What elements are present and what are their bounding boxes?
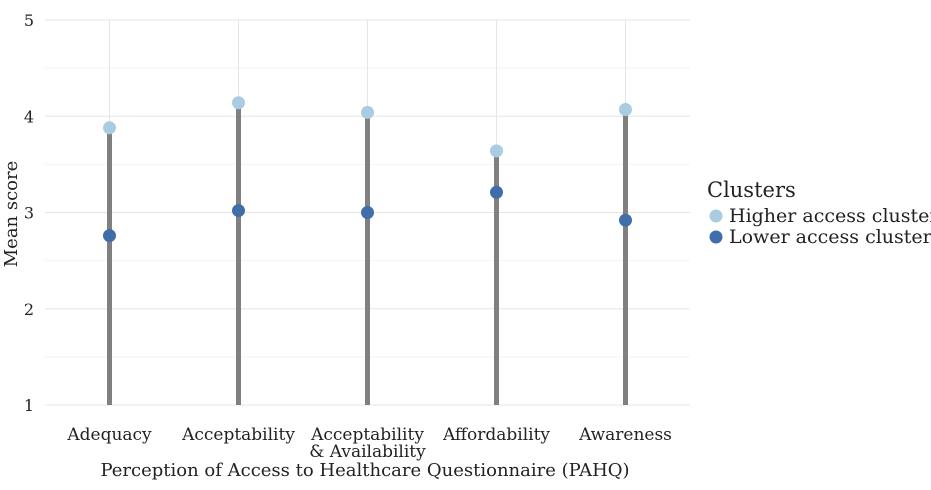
point-higher-access-cluster (619, 103, 632, 116)
point-higher-access-cluster (490, 144, 503, 157)
x-tick-label-line: Awareness (578, 425, 672, 445)
legend-title: Clusters (707, 178, 796, 202)
x-tick-label-line: Affordability (442, 425, 550, 445)
x-tick-label-line: Acceptability (181, 425, 295, 445)
x-tick-label-line: & Availability (309, 442, 426, 462)
y-tick-label: 2 (24, 300, 34, 319)
point-lower-access-cluster (232, 204, 245, 217)
point-lower-access-cluster (103, 229, 116, 242)
y-axis: 1 2 3 4 5 (24, 11, 34, 415)
point-lower-access-cluster (361, 206, 374, 219)
point-higher-access-cluster (103, 121, 116, 134)
x-tick-label: Awareness (578, 425, 672, 445)
y-tick-label: 1 (24, 396, 34, 415)
point-lower-access-cluster (490, 186, 503, 199)
point-higher-access-cluster (361, 106, 374, 119)
y-tick-label: 3 (24, 204, 34, 223)
y-tick-label: 5 (24, 11, 34, 30)
point-lower-access-cluster (619, 214, 632, 227)
y-axis-title: Mean score (1, 161, 22, 268)
x-tick-label: Acceptability& Availability (309, 425, 426, 462)
legend-label: Lower access cluster (729, 226, 931, 248)
legend-label: Higher access cluster (729, 205, 931, 227)
x-tick-label-line: Adequacy (66, 425, 152, 445)
x-axis-title: Perception of Access to Healthcare Quest… (100, 460, 629, 481)
y-tick-label: 4 (24, 107, 34, 126)
legend-key (710, 231, 723, 244)
point-higher-access-cluster (232, 96, 245, 109)
legend-key (710, 210, 723, 223)
x-tick-label: Affordability (442, 425, 550, 445)
x-tick-label: Acceptability (181, 425, 295, 445)
x-axis: Adequacy Acceptability Acceptability& Avai… (66, 425, 672, 462)
stems (110, 103, 626, 405)
x-tick-label: Adequacy (66, 425, 152, 445)
